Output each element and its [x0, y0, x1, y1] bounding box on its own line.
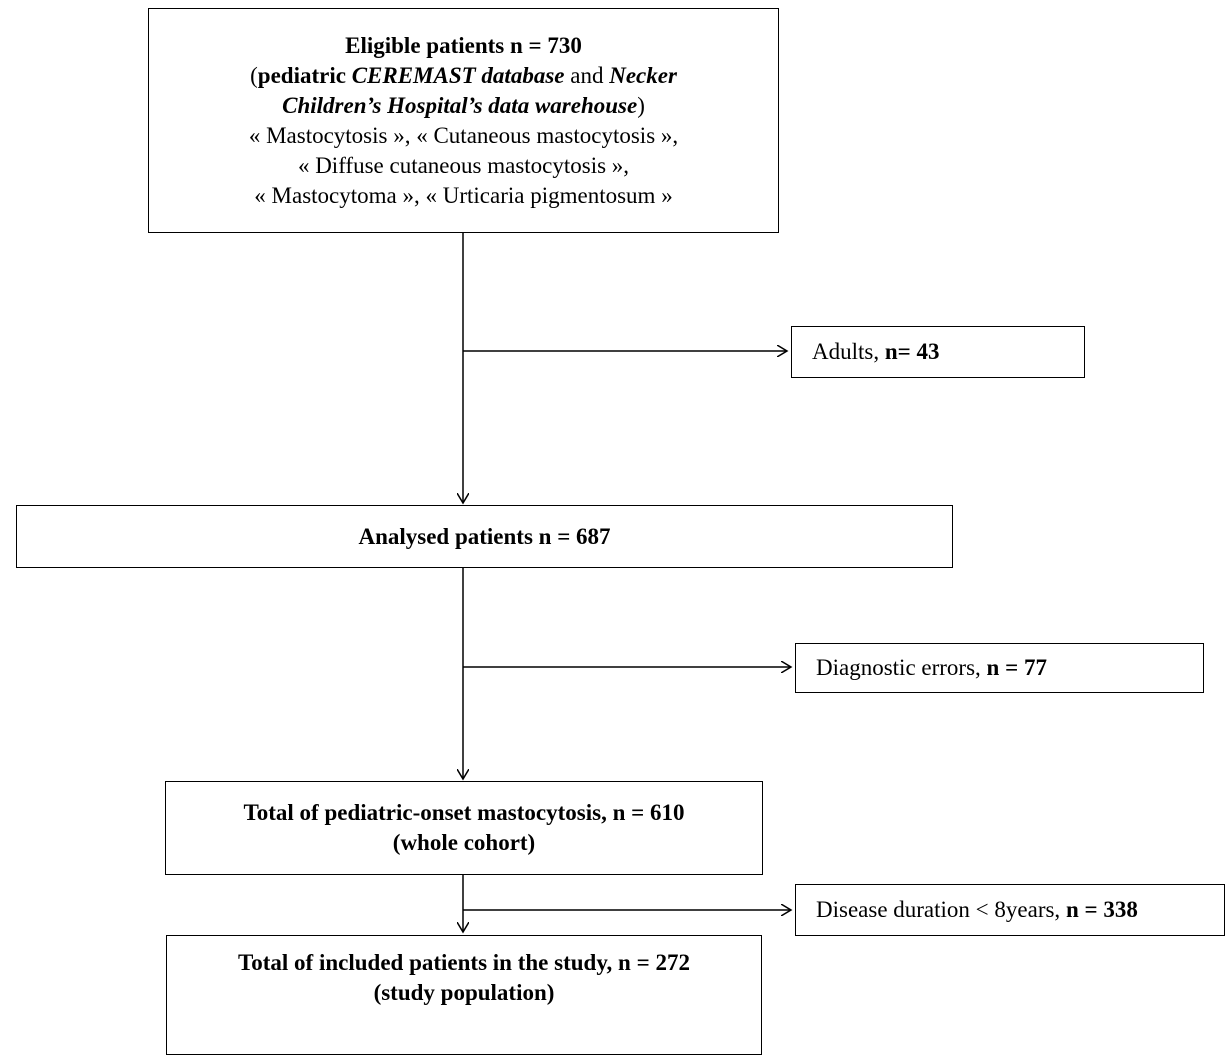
duration-label: Disease duration < 8years,: [816, 897, 1066, 922]
errors-label: Diagnostic errors,: [816, 655, 987, 680]
eligible-terms-line-2: « Diffuse cutaneous mastocytosis »,: [297, 152, 630, 178]
whole-cohort-box: Total of pediatric-onset mastocytosis, n…: [165, 781, 763, 875]
study-population-subtitle: (study population): [373, 980, 555, 1005]
eligible-title: Eligible patients n = 730: [345, 32, 582, 58]
whole-cohort-title: Total of pediatric-onset mastocytosis, n…: [243, 800, 685, 825]
whole-cohort-subtitle: (whole cohort): [392, 830, 536, 855]
adults-count: n= 43: [884, 339, 940, 364]
errors-count: n = 77: [986, 655, 1047, 680]
analysed-patients-box: Analysed patients n = 687: [16, 505, 953, 568]
disease-duration-box: Disease duration < 8years, n = 338: [795, 884, 1225, 936]
adults-excluded-box: Adults, n= 43: [791, 326, 1085, 378]
eligible-terms-line-1: « Mastocytosis », « Cutaneous mastocytos…: [248, 122, 679, 148]
eligible-patients-box: Eligible patients n = 730 (pediatric CER…: [148, 8, 779, 233]
diagnostic-errors-box: Diagnostic errors, n = 77: [795, 643, 1204, 693]
study-population-title: Total of included patients in the study,…: [238, 950, 690, 975]
duration-count: n = 338: [1065, 897, 1138, 922]
adults-label: Adults,: [812, 339, 885, 364]
analysed-title: Analysed patients n = 687: [358, 523, 611, 549]
study-population-box: Total of included patients in the study,…: [166, 935, 762, 1055]
eligible-sources-line-2: Children’s Hospital’s data warehouse): [282, 92, 645, 118]
eligible-terms-line-3: « Mastocytoma », « Urticaria pigmentosum…: [254, 182, 673, 208]
eligible-sources-line: (pediatric CEREMAST database and Necker: [250, 62, 677, 88]
